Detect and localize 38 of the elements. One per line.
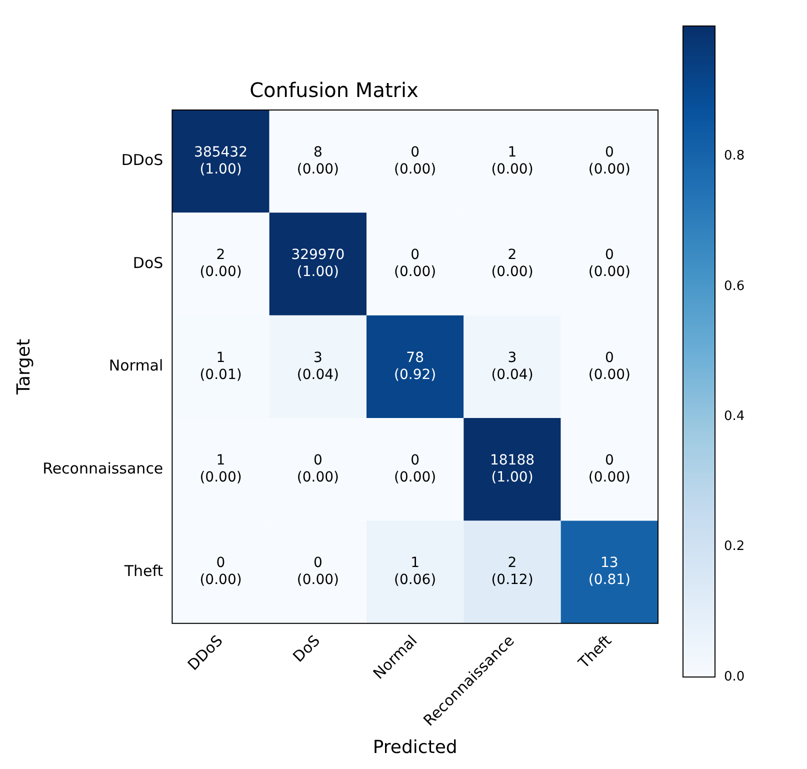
y-tick-label: DDoS [121,151,164,170]
data-label: 13 (0.81) [588,555,630,588]
y-tick-label: Reconnaissance [42,459,164,478]
data-label: 0 (0.00) [588,247,630,280]
y-axis-title: Target [13,338,34,396]
data-label: 0 (0.00) [394,452,436,486]
y-tick-label: DoS [132,254,164,272]
data-label: 1 (0.00) [200,452,242,486]
data-label: 1 (0.00) [491,144,534,178]
data-label: 0 (0.00) [200,555,242,588]
data-label: 0 (0.00) [296,555,339,588]
data-label: 1 (0.01) [200,350,242,383]
data-label: 2 (0.00) [491,247,534,280]
data-label: 0 (0.00) [588,452,630,486]
color-bar-label: 0.4 [724,408,745,424]
data-label: 0 (0.00) [588,350,630,383]
data-label: 3 (0.04) [296,350,339,383]
data-label: 78 (0.92) [394,350,436,383]
y-tick-label: Theft [123,562,164,580]
color-bar-label: 0.8 [724,148,745,164]
data-label: 8 (0.00) [296,144,339,178]
data-label: 0 (0.00) [394,247,436,280]
data-label: 385432 (1.00) [194,144,248,178]
data-label: 18188 (1.00) [490,452,535,486]
y-tick-label: Normal [108,356,164,375]
color-bar-label: 0.0 [724,669,745,684]
color-bar-label: 0.6 [724,278,745,294]
data-label: 2 (0.12) [491,555,534,588]
data-label: 1 (0.06) [394,555,436,588]
data-label: 329970 (1.00) [291,247,345,280]
color-bar-label: 0.2 [724,539,745,554]
data-label: 2 (0.00) [200,247,242,280]
data-label: 0 (0.00) [588,144,630,178]
data-label: 0 (0.00) [394,144,436,178]
chart-title: Confusion Matrix [250,78,419,102]
data-label: 0 (0.00) [296,452,339,486]
data-label: 3 (0.04) [491,350,534,383]
x-axis-title: Predicted [372,736,458,758]
